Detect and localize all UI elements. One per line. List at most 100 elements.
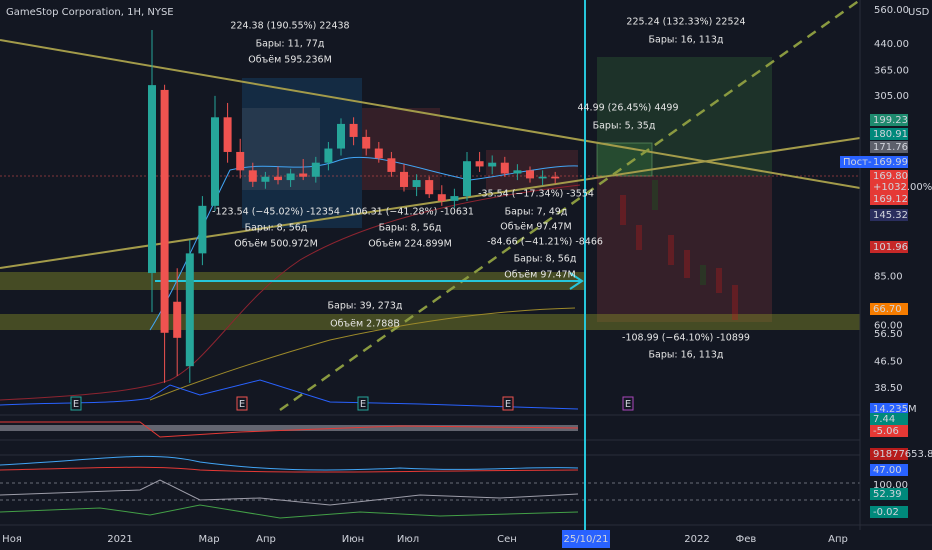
moving-average [149,156,579,331]
price-tag-bg [870,403,908,415]
measure-annotation: -84.66 (−41.21%) -8466 [487,237,603,248]
arrow-head [569,272,584,290]
oscillator-line [0,479,579,506]
time-label: 2022 [684,534,709,545]
candle-body [500,162,509,174]
candle-body [488,162,497,167]
time-label: Мар [198,534,219,545]
range-box [242,78,362,228]
price-tag-bg [870,448,908,460]
price-label: 38.50 [874,383,903,394]
price-tag-bg [840,156,870,168]
time-label: Фев [736,534,757,545]
moving-average [149,307,576,401]
candle-body [185,253,194,367]
projected-bar [700,265,706,285]
candle-body [148,85,156,274]
price-tag-bg [870,141,908,153]
cursor-time-bg [562,530,610,548]
price-tag: 169.12 [873,194,908,205]
time-label: Апр [828,534,848,545]
projected-bar [716,268,722,293]
candle-body [223,117,232,152]
time-label: Июн [342,534,364,545]
projected-bars [620,180,738,320]
candle-body [349,123,358,137]
oscillator-line [0,455,579,471]
projection-box [597,176,772,322]
price-tag-bg [870,413,908,425]
candle-body [437,194,446,201]
price-tag-prefix: Пост- [843,157,872,168]
histogram-strip [0,425,578,431]
candle-body [362,136,371,149]
measure-annotation: 225.24 (132.33%) 22524 [626,17,745,28]
projected-bar [652,180,658,210]
measure-annotation: Объём 97.47M [504,270,575,281]
measure-annotation: Бары: 5, 35д [593,121,656,132]
price-tag-bg [870,241,908,253]
candle-body [400,171,408,187]
candle-body [412,180,421,187]
indicator-panes [0,379,932,526]
volume-line [0,379,579,410]
price-tag-bg [870,209,908,221]
time-label: Ноя [2,534,22,545]
candle-body [248,170,257,182]
price-tag: 169.80 [873,171,908,182]
time-label: 25/10/21 [564,534,609,545]
event-marker: E [625,399,631,410]
price-tag: 101.96 [873,242,908,253]
event-marker-box [236,396,248,411]
oscillator-line [0,421,579,438]
price-tag: 100.00 [873,480,908,491]
measure-annotation: Бары: 16, 113д [649,35,724,46]
candle-body [299,173,308,177]
candle-body [261,176,270,182]
candle-body [513,170,522,174]
measure-annotation: Бары: 39, 273д [328,301,403,312]
price-tag-bg [870,425,908,437]
projected-bar [620,195,626,225]
zone-band [0,314,860,330]
event-marker: E [505,399,511,410]
measure-annotation: -106.31 (−41.28%) -10631 [346,207,474,218]
time-label: 2021 [107,534,132,545]
candle-body [463,161,471,197]
measure-annotation: Объём 2.788B [330,319,400,330]
projected-bar [636,225,642,250]
measure-annotation: Объём 500.972M [234,239,318,250]
candle-body [374,148,383,159]
event-marker: E [73,399,79,410]
oscillator-line [0,504,579,519]
price-label: 60.00 [874,321,903,332]
candle-body [337,123,345,149]
event-marker-box [70,396,82,411]
price-tag-bg [870,506,908,518]
event-marker-box [357,396,369,411]
measure-annotation: -108.99 (−64.10%) -10899 [622,333,750,344]
price-label: 365.00 [874,65,909,76]
measure-annotation: 44.99 (26.45%) 4499 [577,103,678,114]
candle-body [425,180,434,195]
price-tag: 145.32 [873,210,908,221]
event-marker-box [622,396,634,411]
price-tag: 66.70 [873,304,902,315]
price-tag: 7.44 [873,414,895,425]
time-label: Июл [397,534,419,545]
candle-body [173,301,182,338]
measure-annotation: Объём 97.47M [500,222,571,233]
time-axis-bg [0,530,932,550]
price-tag: 169.99 [873,157,908,168]
price-label: 440.00 [874,39,909,50]
measure-annotation: 224.38 (190.55%) 22438 [230,21,349,32]
projected-bar [668,235,674,265]
price-label: 46.50 [874,357,903,368]
measure-annotation: Бары: 8, 56д [514,254,577,265]
measure-annotation: Объём 595.236M [248,55,332,66]
price-tag: 199.23 [873,115,908,126]
measure-annotation: -123.54 (−45.02%) -12354 [212,207,340,218]
candle-body [236,151,245,171]
measure-annotation: Бары: 8, 56д [245,223,308,234]
price-tag: 47.00 [873,465,902,476]
